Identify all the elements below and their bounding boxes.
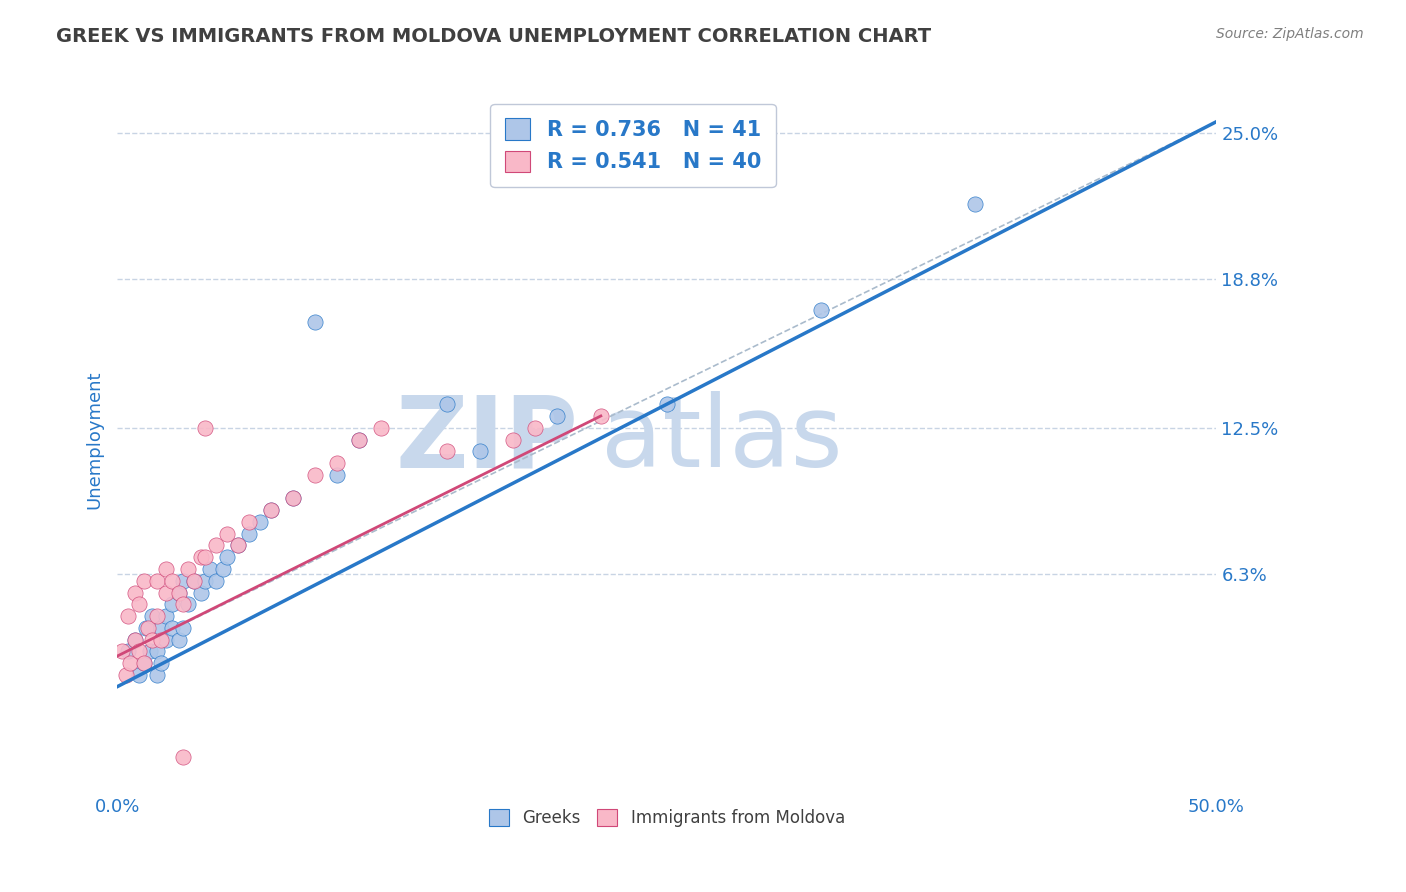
Point (326, 456, 349, 470)
Point (145, 668, 167, 682)
Point (172, 597, 194, 611)
Point (150, 632, 173, 647)
Point (238, 526, 260, 541)
Point (523, 421, 546, 435)
Point (132, 574, 155, 588)
Point (128, 597, 150, 611)
Point (226, 538, 249, 552)
Point (124, 632, 146, 647)
Point (183, 574, 205, 588)
Point (117, 644, 139, 658)
Point (468, 444, 491, 458)
Point (145, 644, 167, 658)
Point (128, 668, 150, 682)
Point (281, 491, 304, 506)
Point (176, 562, 198, 576)
Point (176, 597, 198, 611)
Point (436, 444, 458, 458)
Point (155, 585, 177, 599)
Point (205, 538, 228, 552)
Point (347, 433, 370, 447)
Point (183, 574, 205, 588)
Point (167, 585, 190, 599)
Point (260, 503, 283, 517)
Point (128, 644, 150, 658)
Point (155, 632, 177, 647)
Point (655, 397, 678, 411)
Point (141, 632, 163, 647)
Point (238, 515, 260, 529)
Point (120, 656, 142, 670)
Point (194, 550, 217, 565)
Point (326, 467, 349, 482)
Point (194, 574, 217, 588)
Point (139, 644, 162, 658)
Point (141, 609, 163, 624)
Point (117, 609, 139, 624)
Legend: Greeks, Immigrants from Moldova: Greeks, Immigrants from Moldova (482, 802, 852, 834)
Point (136, 621, 159, 635)
Point (155, 609, 177, 624)
Point (167, 632, 190, 647)
Point (217, 526, 239, 541)
Point (963, 197, 986, 211)
Point (436, 397, 458, 411)
Point (155, 562, 177, 576)
Y-axis label: Unemployment: Unemployment (86, 370, 103, 508)
Point (172, 621, 194, 635)
Point (370, 421, 392, 435)
Point (124, 632, 146, 647)
Point (347, 433, 370, 447)
Text: atlas: atlas (600, 391, 842, 488)
Point (115, 668, 138, 682)
Point (160, 621, 183, 635)
Point (132, 656, 155, 670)
Point (502, 433, 524, 447)
Point (150, 656, 173, 670)
Point (281, 491, 304, 506)
Point (160, 574, 183, 588)
Point (260, 503, 283, 517)
Point (190, 585, 212, 599)
Text: GREEK VS IMMIGRANTS FROM MOLDOVA UNEMPLOYMENT CORRELATION CHART: GREEK VS IMMIGRANTS FROM MOLDOVA UNEMPLO… (56, 27, 931, 45)
Point (124, 585, 146, 599)
Point (198, 562, 221, 576)
Point (132, 656, 155, 670)
Point (172, 750, 194, 764)
Point (160, 597, 183, 611)
Point (304, 315, 326, 329)
Point (205, 574, 228, 588)
Point (304, 467, 326, 482)
Point (145, 609, 167, 624)
Point (150, 621, 173, 635)
Point (110, 644, 132, 658)
Point (190, 550, 212, 565)
Text: Source: ZipAtlas.com: Source: ZipAtlas.com (1216, 27, 1364, 41)
Point (226, 538, 249, 552)
Point (249, 515, 271, 529)
Point (167, 585, 190, 599)
Point (546, 409, 568, 423)
Point (217, 550, 239, 565)
Point (172, 574, 194, 588)
Point (810, 303, 832, 318)
Point (194, 421, 217, 435)
Point (211, 562, 233, 576)
Point (135, 621, 157, 635)
Point (589, 409, 612, 423)
Point (145, 574, 167, 588)
Text: ZIP: ZIP (396, 391, 579, 488)
